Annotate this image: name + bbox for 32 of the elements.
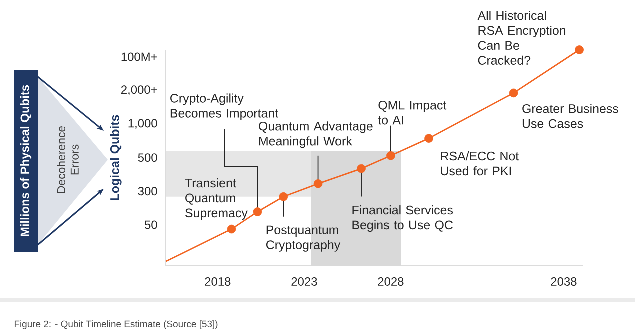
annotation: Greater Business Use Cases	[522, 104, 618, 128]
annotation: Postquantum Cryptography	[266, 226, 341, 252]
y-axis-title: Logical Qubits	[110, 115, 122, 200]
annotation: Transient Quantum Supremacy	[185, 178, 248, 220]
text: 100M+	[122, 52, 158, 62]
text: Millions of Physical Qubits	[20, 85, 32, 236]
text: 1,000	[128, 119, 158, 130]
text: 50	[144, 220, 158, 230]
caption: Figure 2: - Qubit Timeline Estimate (Source [53])	[14, 320, 218, 330]
text: 500	[138, 154, 158, 162]
x-tick-label: 2038	[551, 278, 577, 286]
annotation: Quantum Advantage Meaningful Work	[259, 122, 373, 148]
point	[575, 46, 584, 54]
point	[253, 208, 262, 216]
annotation: QML Impact to AI	[378, 100, 447, 125]
x-tick-label: 2028	[378, 278, 404, 286]
point	[227, 224, 236, 234]
x-tick-label: 2023	[292, 278, 318, 286]
point	[509, 88, 518, 98]
point	[424, 134, 434, 143]
annotation: Crypto-Agility Becomes Important	[170, 94, 278, 120]
annotation: Financial Services Begins to Use QC	[352, 206, 454, 232]
point	[314, 180, 323, 188]
text: 2,000+	[122, 86, 158, 96]
point	[279, 192, 288, 202]
text: 300	[138, 187, 158, 196]
x-tick-label: 2018	[205, 278, 231, 286]
point	[386, 151, 396, 160]
annotation: All Historical RSA Encryption Can Be Cracked?	[478, 11, 566, 65]
point	[357, 164, 366, 174]
annotation: RSA/ECC Not Used for PKI	[441, 152, 520, 176]
text: Decoherence Errors	[57, 126, 79, 194]
